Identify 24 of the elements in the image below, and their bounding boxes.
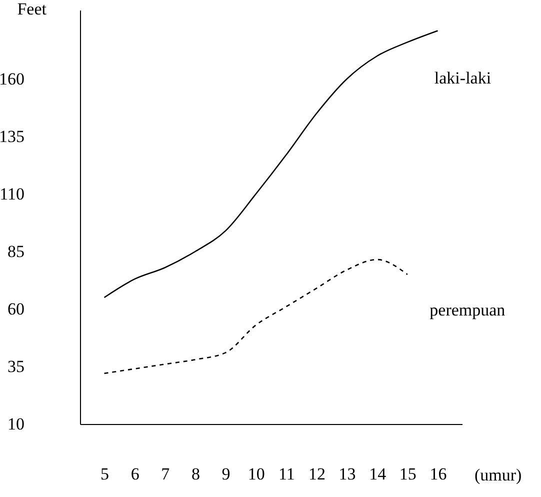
x-tick-label: 10 [248, 464, 265, 484]
x-tick-label: 8 [191, 464, 200, 484]
x-tick-label: 13 [338, 464, 356, 484]
x-axis-title: (umur) [474, 466, 522, 484]
x-tick-label: 14 [369, 464, 387, 484]
x-tick-label: 11 [278, 464, 295, 484]
x-tick-label: 5 [100, 464, 110, 484]
x-tick-label: 9 [222, 464, 230, 484]
y-axis-title: Feet [17, 0, 47, 18]
line-series [104, 258, 408, 374]
text: laki-laki [434, 68, 492, 88]
y-tick-label: 110 [0, 184, 24, 204]
text: perempuan [430, 300, 506, 320]
y-tick-label: 160 [0, 70, 24, 88]
y-tick-label: 60 [8, 300, 24, 318]
y-tick-label: 135 [0, 127, 24, 146]
x-tick-label: 16 [430, 464, 447, 484]
y-tick-label: 85 [8, 242, 24, 261]
x-tick-label: 6 [130, 464, 140, 484]
y-tick-label: 35 [8, 357, 24, 376]
y-tick-label: 10 [8, 414, 24, 434]
x-tick-label: 12 [308, 464, 326, 484]
x-tick-label: 7 [161, 464, 170, 484]
x-tick-label: 15 [399, 464, 416, 484]
